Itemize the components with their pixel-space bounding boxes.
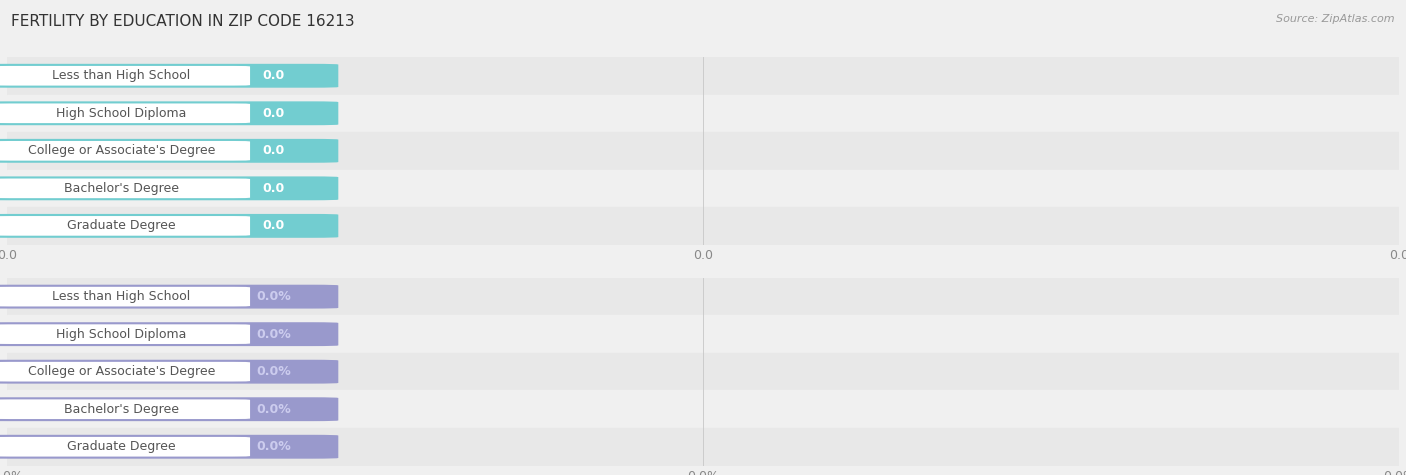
- Text: Bachelor's Degree: Bachelor's Degree: [65, 182, 179, 195]
- Bar: [7, 132, 1399, 170]
- Text: 0.0%: 0.0%: [256, 440, 291, 453]
- Text: Graduate Degree: Graduate Degree: [67, 219, 176, 232]
- Text: 0.0: 0.0: [262, 107, 284, 120]
- FancyBboxPatch shape: [0, 176, 339, 200]
- Text: 0.0%: 0.0%: [256, 328, 291, 341]
- Text: Bachelor's Degree: Bachelor's Degree: [65, 403, 179, 416]
- FancyBboxPatch shape: [0, 214, 339, 238]
- FancyBboxPatch shape: [0, 397, 339, 421]
- Text: 0.0: 0.0: [262, 219, 284, 232]
- Text: High School Diploma: High School Diploma: [56, 328, 187, 341]
- Text: 0.0: 0.0: [262, 144, 284, 157]
- Bar: [7, 315, 1399, 353]
- Bar: [7, 207, 1399, 245]
- FancyBboxPatch shape: [0, 435, 339, 459]
- FancyBboxPatch shape: [0, 101, 339, 125]
- FancyBboxPatch shape: [0, 216, 250, 236]
- FancyBboxPatch shape: [0, 179, 250, 198]
- Text: 0.0: 0.0: [262, 182, 284, 195]
- FancyBboxPatch shape: [0, 287, 250, 306]
- Bar: [7, 57, 1399, 95]
- FancyBboxPatch shape: [0, 322, 339, 346]
- Bar: [7, 170, 1399, 207]
- FancyBboxPatch shape: [0, 64, 339, 88]
- Text: 0.0%: 0.0%: [256, 290, 291, 303]
- FancyBboxPatch shape: [0, 285, 339, 309]
- Text: Less than High School: Less than High School: [52, 290, 191, 303]
- FancyBboxPatch shape: [0, 141, 250, 161]
- FancyBboxPatch shape: [0, 399, 250, 419]
- Bar: [7, 353, 1399, 390]
- Text: 0.0%: 0.0%: [256, 403, 291, 416]
- FancyBboxPatch shape: [0, 324, 250, 344]
- Text: 0.0: 0.0: [262, 69, 284, 82]
- FancyBboxPatch shape: [0, 360, 339, 384]
- Bar: [7, 95, 1399, 132]
- Text: College or Associate's Degree: College or Associate's Degree: [28, 144, 215, 157]
- FancyBboxPatch shape: [0, 362, 250, 381]
- Bar: [7, 278, 1399, 315]
- Text: College or Associate's Degree: College or Associate's Degree: [28, 365, 215, 378]
- Bar: [7, 428, 1399, 466]
- Text: Less than High School: Less than High School: [52, 69, 191, 82]
- Text: FERTILITY BY EDUCATION IN ZIP CODE 16213: FERTILITY BY EDUCATION IN ZIP CODE 16213: [11, 14, 354, 29]
- Text: Source: ZipAtlas.com: Source: ZipAtlas.com: [1277, 14, 1395, 24]
- FancyBboxPatch shape: [0, 139, 339, 163]
- FancyBboxPatch shape: [0, 104, 250, 123]
- FancyBboxPatch shape: [0, 66, 250, 86]
- Text: Graduate Degree: Graduate Degree: [67, 440, 176, 453]
- Text: High School Diploma: High School Diploma: [56, 107, 187, 120]
- Bar: [7, 390, 1399, 428]
- Text: 0.0%: 0.0%: [256, 365, 291, 378]
- FancyBboxPatch shape: [0, 437, 250, 456]
